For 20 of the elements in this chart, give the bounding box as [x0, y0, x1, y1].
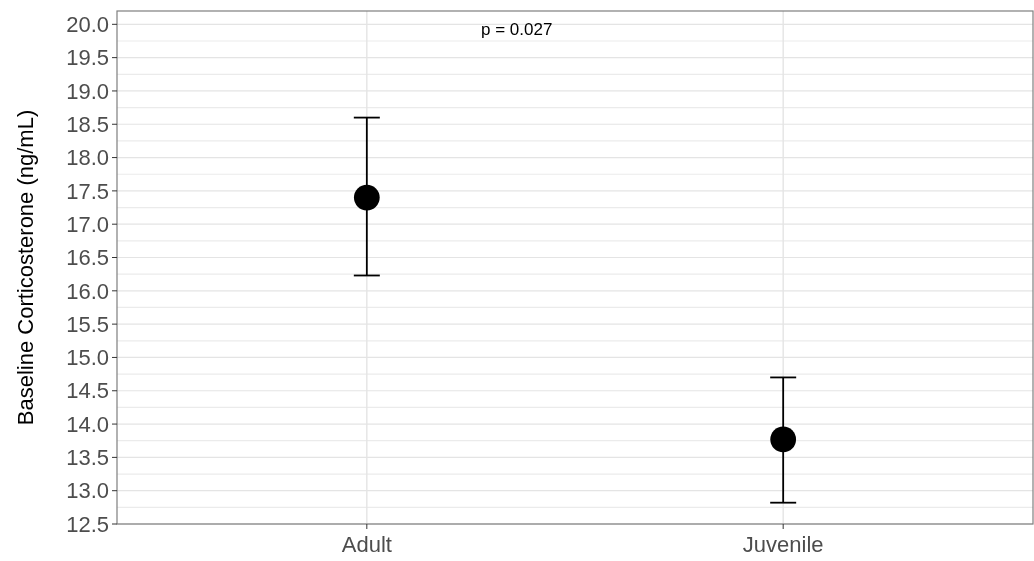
y-tick-label: 17.0: [66, 211, 109, 237]
y-tick-label: 12.5: [66, 511, 109, 537]
y-tick-label: 18.0: [66, 145, 109, 171]
y-tick-label: 18.5: [66, 111, 109, 137]
y-tick-label: 16.0: [66, 278, 109, 304]
y-tick-label: 14.0: [66, 411, 109, 437]
y-tick-label: 16.5: [66, 245, 109, 271]
annotation: p = 0.027: [481, 20, 553, 39]
y-axis-title: Baseline Corticosterone (ng/mL): [13, 109, 38, 426]
y-tick-label: 13.5: [66, 445, 109, 471]
y-tick-label: 15.0: [66, 345, 109, 371]
y-tick-label: 15.5: [66, 311, 109, 337]
y-tick-label: 14.5: [66, 378, 109, 404]
y-tick-label: 13.0: [66, 478, 109, 504]
x-tick-label: Adult: [341, 532, 392, 557]
y-tick-label: 19.5: [66, 45, 109, 71]
y-tick-label: 17.5: [66, 178, 109, 204]
x-tick-label: Juvenile: [742, 532, 824, 557]
y-tick-label: 19.0: [66, 78, 109, 104]
y-tick-label: 20.0: [66, 12, 109, 38]
